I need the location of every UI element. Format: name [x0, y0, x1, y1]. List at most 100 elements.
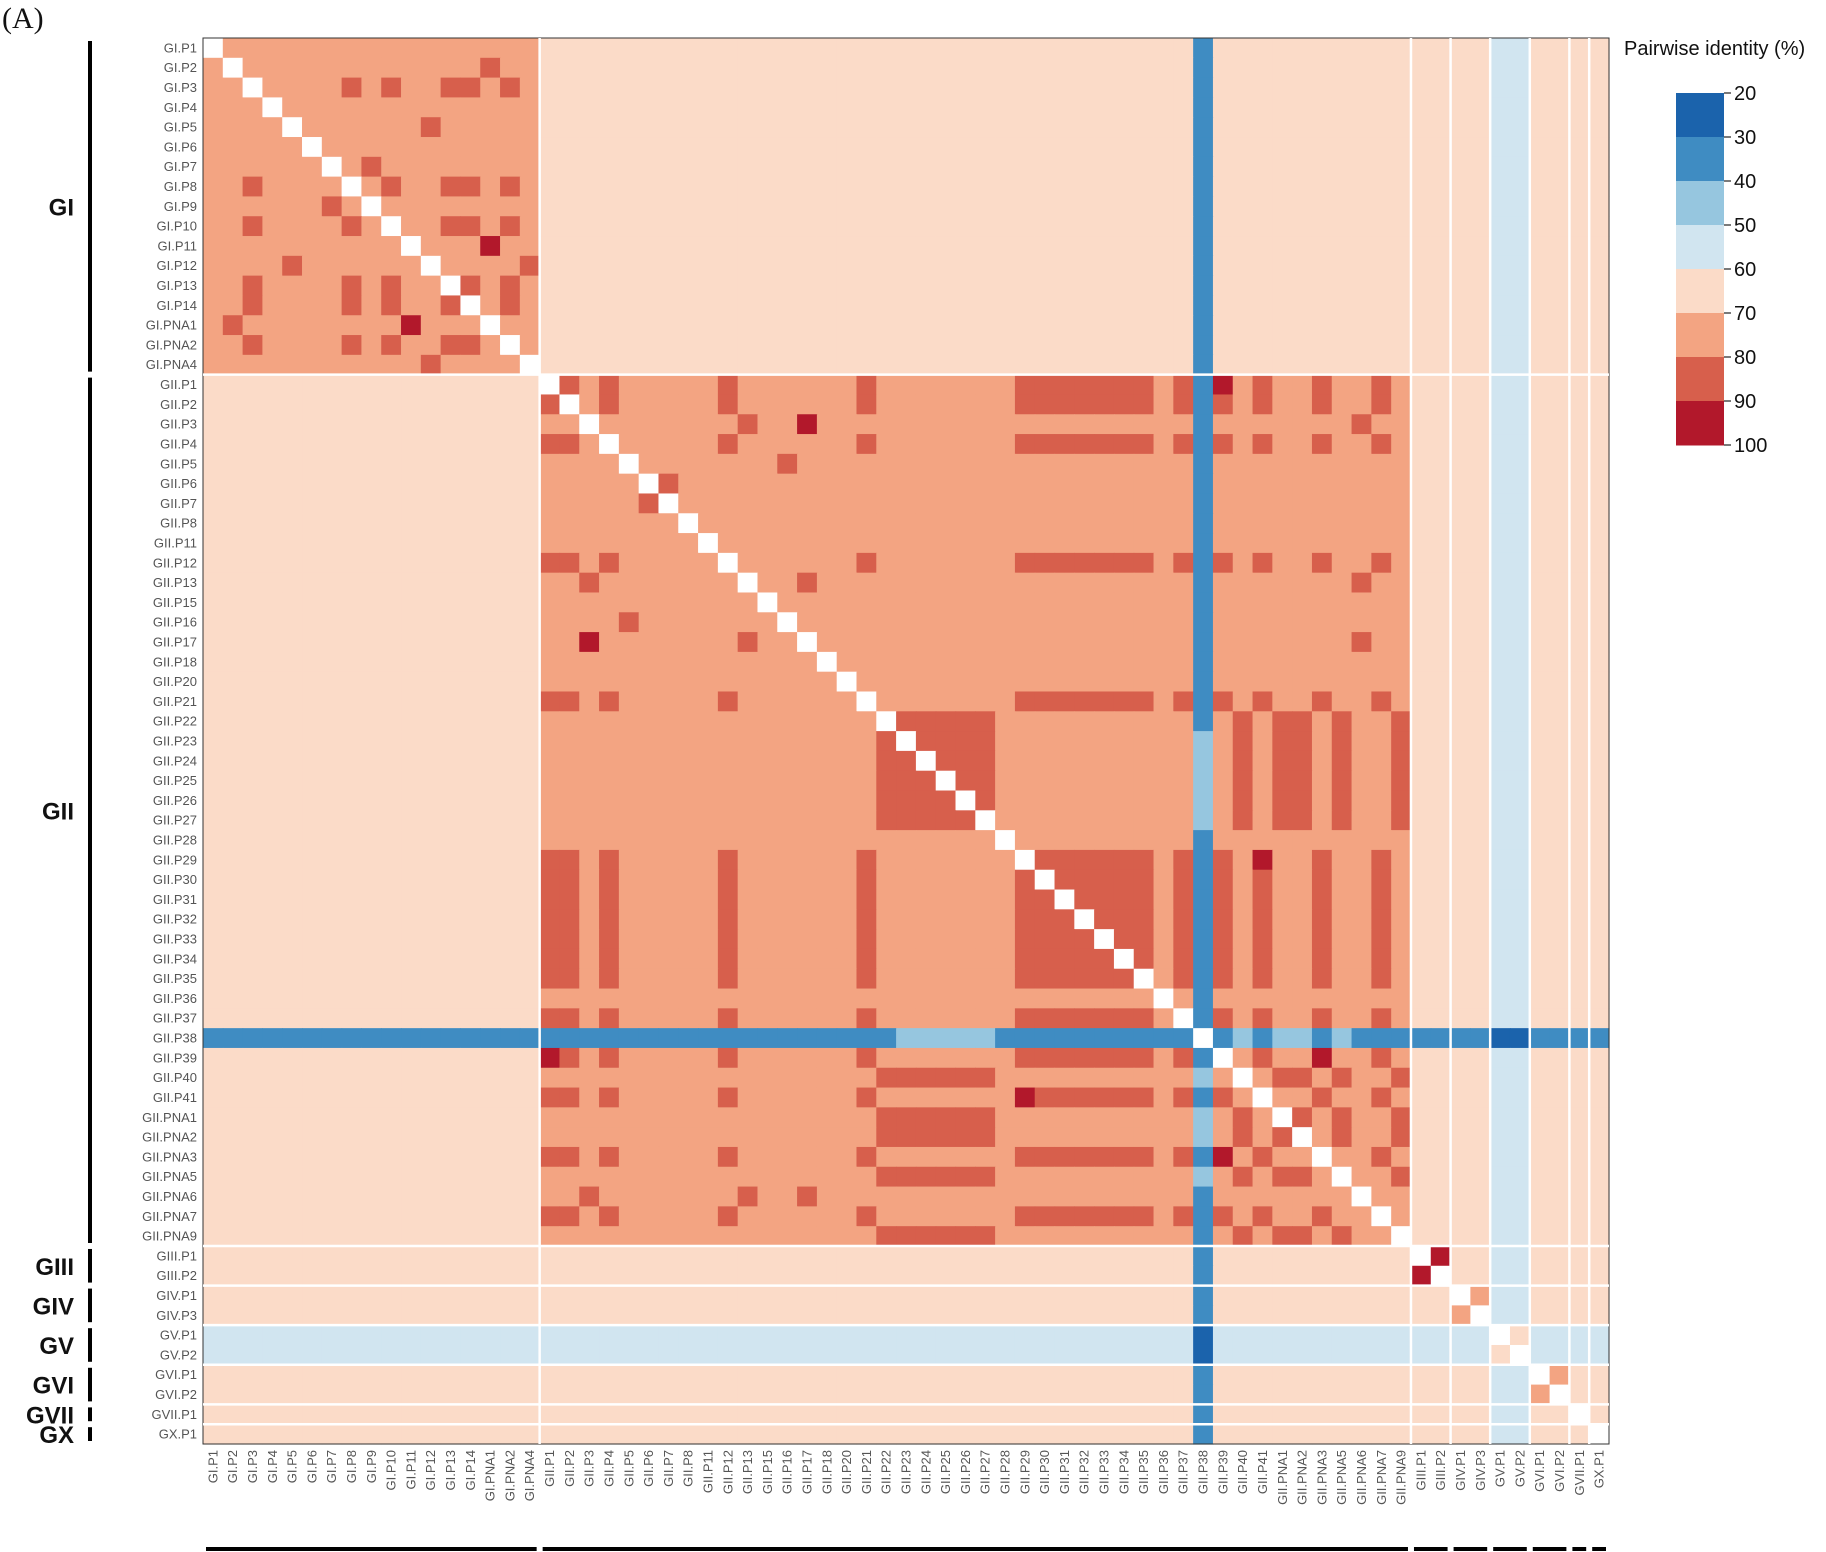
heatmap-cell: [361, 1424, 382, 1445]
heatmap-cell: [1371, 592, 1392, 613]
heatmap-cell: [737, 948, 759, 970]
heatmap-cell: [1034, 216, 1056, 237]
heatmap-cell: [381, 137, 402, 158]
heatmap-cell: [420, 513, 442, 534]
heatmap-cell: [856, 1384, 877, 1405]
heatmap-cell: [896, 1265, 917, 1287]
heatmap-cell: [638, 691, 660, 712]
heatmap-cell: [361, 315, 382, 336]
heatmap-cell: [1292, 1344, 1313, 1366]
heatmap-cell: [698, 434, 719, 455]
heatmap-cell: [519, 196, 541, 217]
heatmap-cell: [1470, 612, 1491, 633]
heatmap-cell: [1173, 1404, 1194, 1425]
heatmap-cell: [1391, 592, 1412, 613]
heatmap-cell: [1430, 849, 1452, 871]
heatmap-cell: [242, 830, 264, 851]
heatmap-cell: [1470, 929, 1491, 950]
heatmap-cell: [1311, 473, 1333, 495]
heatmap-cell: [955, 354, 976, 376]
heatmap-cell: [618, 750, 640, 772]
heatmap-cell: [777, 473, 798, 495]
heatmap-cell: [935, 533, 957, 554]
heatmap-cell: [1232, 1344, 1254, 1366]
heatmap-cell: [1014, 473, 1036, 495]
heatmap-cell: [401, 255, 422, 277]
heatmap-cell: [1094, 414, 1115, 435]
heatmap-cell: [1529, 1087, 1551, 1108]
heatmap-cell: [737, 236, 759, 257]
heatmap-cell: [579, 552, 600, 574]
heatmap-cell: [1193, 473, 1214, 495]
heatmap-cell: [915, 295, 937, 316]
heatmap-cell: [361, 1028, 382, 1049]
heatmap-cell: [1232, 592, 1254, 613]
heatmap-cell: [658, 156, 679, 178]
heatmap-cell: [816, 434, 838, 455]
heatmap-cell: [856, 572, 877, 594]
heatmap-cell: [1193, 592, 1214, 613]
heatmap-cell: [1410, 1186, 1432, 1207]
heatmap-cell: [638, 968, 660, 990]
heatmap-cell: [836, 176, 858, 198]
heatmap-cell: [1074, 57, 1095, 79]
heatmap-cell: [1569, 1305, 1590, 1326]
heatmap-cell: [1113, 1028, 1135, 1049]
heatmap-cell: [1490, 1087, 1511, 1108]
heatmap-cell: [440, 1424, 462, 1445]
heatmap-cell: [1410, 968, 1432, 990]
heatmap-cell: [1430, 176, 1452, 198]
heatmap-cell: [856, 295, 877, 316]
heatmap-cell: [1509, 1107, 1531, 1128]
heatmap-cell: [1549, 1146, 1570, 1168]
heatmap-cell: [321, 572, 343, 594]
heatmap-cell: [836, 77, 858, 99]
heatmap-cell: [242, 552, 264, 574]
heatmap-cell: [440, 1325, 462, 1346]
heatmap-cell: [1292, 255, 1313, 277]
heatmap-cell: [222, 1424, 244, 1445]
heatmap-cell: [678, 335, 699, 356]
heatmap-cell: [1252, 117, 1273, 138]
heatmap-cell: [1292, 453, 1313, 475]
heatmap-cell: [1193, 1047, 1214, 1069]
heatmap-cell: [1074, 1008, 1095, 1029]
heatmap-cell: [1292, 414, 1313, 435]
heatmap-cell: [698, 1028, 719, 1049]
heatmap-cell: [519, 790, 541, 811]
heatmap-cell: [1014, 790, 1036, 811]
heatmap-cell: [797, 453, 818, 475]
heatmap-cell: [1252, 770, 1273, 792]
heatmap-cell: [480, 1265, 501, 1287]
heatmap-cell: [440, 1067, 462, 1089]
heatmap-cell: [876, 216, 897, 237]
heatmap-cell: [995, 38, 1016, 59]
heatmap-cell: [816, 711, 838, 732]
heatmap-cell: [1509, 513, 1531, 534]
heatmap-cell: [480, 1384, 501, 1405]
heatmap-cell: [737, 810, 759, 831]
heatmap-cell: [262, 1047, 283, 1069]
heatmap-cell: [599, 1127, 620, 1148]
heatmap-cell: [203, 592, 224, 613]
heatmap-cell: [203, 315, 224, 336]
heatmap-cell: [757, 572, 778, 594]
heatmap-cell: [1569, 493, 1590, 514]
heatmap-cell: [678, 1087, 699, 1108]
heatmap-cell: [1272, 948, 1293, 970]
heatmap-cell: [618, 572, 640, 594]
heatmap-cell: [975, 57, 996, 79]
heatmap-cell: [282, 552, 303, 574]
heatmap-cell: [1549, 236, 1570, 257]
heatmap-cell: [1351, 255, 1372, 277]
heatmap-cell: [995, 612, 1016, 633]
heatmap-cell: [836, 572, 858, 594]
heatmap-cell: [1371, 236, 1392, 257]
heatmap-cell: [401, 849, 422, 871]
heatmap-cell: [203, 1028, 224, 1049]
heatmap-cell: [341, 1087, 363, 1108]
heatmap-cell: [757, 533, 778, 554]
heatmap-cell: [1351, 968, 1372, 990]
heatmap-cell: [539, 1344, 561, 1366]
heatmap-cell: [1311, 731, 1333, 752]
